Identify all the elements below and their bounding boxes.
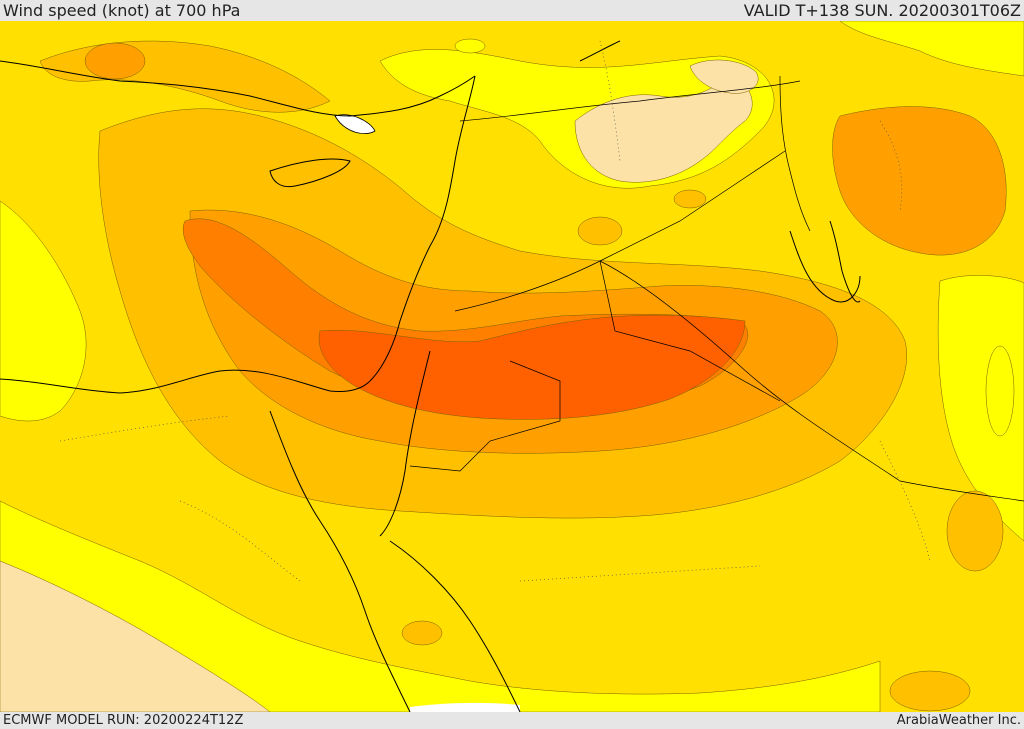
- dotted-line-4: [879, 440, 931, 562]
- dotted-line-3: [599, 40, 621, 162]
- dotted-lines: [59, 40, 931, 582]
- water-body-south: [410, 702, 520, 712]
- border-iraq-jordan: [599, 260, 781, 402]
- header-bar: Wind speed (knot) at 700 hPa VALID T+138…: [0, 0, 1024, 21]
- coastline-red-sea-east: [389, 540, 521, 712]
- borders: [409, 75, 1024, 502]
- footer-bar: ECMWF MODEL RUN: 20200224T12Z ArabiaWeat…: [0, 712, 1024, 729]
- band-max-core: [318, 314, 746, 420]
- coastline-egypt-north: [0, 369, 371, 394]
- wind-speed-map-svg: [0, 21, 1024, 712]
- border-turkey-syria: [459, 80, 801, 122]
- valid-time: VALID T+138 SUN. 20200301T06Z: [743, 1, 1021, 20]
- coastline-caspian: [829, 220, 861, 303]
- band-orange-spot-4: [946, 490, 1004, 572]
- dotted-line-5: [179, 500, 301, 582]
- band-orange-spot-1: [577, 216, 623, 246]
- coastline-red-sea-west: [269, 410, 411, 712]
- map-title: Wind speed (knot) at 700 hPa: [3, 1, 241, 20]
- coastline-north-sea: [579, 40, 621, 62]
- water-body: [334, 114, 376, 134]
- coastline-levant: [369, 75, 476, 382]
- band-yellow-south: [0, 500, 881, 712]
- border-iran-iraq: [779, 75, 811, 232]
- band-yellow-ne: [839, 21, 1024, 77]
- coastline-cyprus: [269, 158, 351, 188]
- model-run-label: ECMWF MODEL RUN: 20200224T12Z: [3, 713, 244, 728]
- border-jordan-saudi: [409, 360, 561, 472]
- band-orange-ne: [832, 106, 1007, 256]
- band-yellow-east: [937, 275, 1024, 542]
- band-yellow-west: [0, 200, 87, 422]
- band-yellow-spot-2: [454, 38, 486, 54]
- band-orange-spot-5: [889, 670, 971, 712]
- coastlines: [0, 40, 861, 712]
- border-iraq-saudi: [599, 260, 1024, 502]
- band-orange-spot-6: [84, 42, 146, 80]
- coastline-sinai-east: [379, 350, 431, 537]
- coastline-turkey-south: [0, 60, 476, 117]
- band-orange-spot-2: [673, 189, 707, 209]
- credit-label: ArabiaWeather Inc.: [896, 713, 1021, 728]
- band-tan-southwest: [0, 560, 271, 712]
- band-yellow-spot-1: [985, 345, 1015, 437]
- coastline-gulf: [789, 230, 861, 303]
- band-orange-spot-3: [401, 620, 443, 646]
- band-tan-ne: [689, 59, 759, 94]
- weather-map: [0, 21, 1024, 712]
- dotted-line-2: [519, 565, 761, 582]
